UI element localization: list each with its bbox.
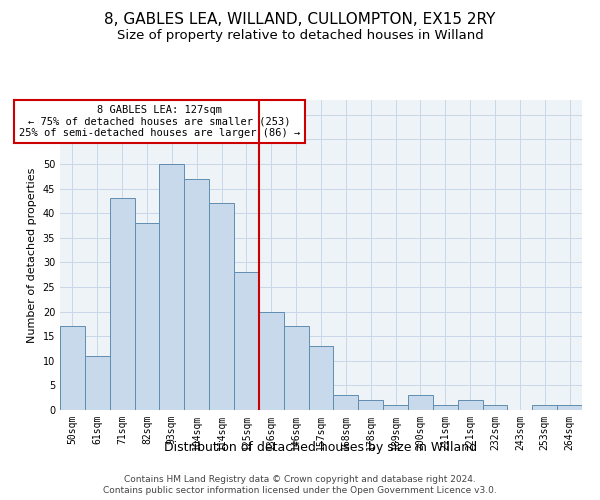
Bar — [110, 198, 134, 410]
Bar — [60, 326, 85, 410]
Text: Contains public sector information licensed under the Open Government Licence v3: Contains public sector information licen… — [103, 486, 497, 495]
Text: 8, GABLES LEA, WILLAND, CULLOMPTON, EX15 2RY: 8, GABLES LEA, WILLAND, CULLOMPTON, EX15… — [104, 12, 496, 28]
Text: Distribution of detached houses by size in Willand: Distribution of detached houses by size … — [164, 441, 478, 454]
Bar — [259, 312, 284, 410]
Bar — [334, 395, 358, 410]
Text: 8 GABLES LEA: 127sqm
← 75% of detached houses are smaller (253)
25% of semi-deta: 8 GABLES LEA: 127sqm ← 75% of detached h… — [19, 105, 300, 138]
Bar — [85, 356, 110, 410]
Text: Size of property relative to detached houses in Willand: Size of property relative to detached ho… — [116, 29, 484, 42]
Text: Contains HM Land Registry data © Crown copyright and database right 2024.: Contains HM Land Registry data © Crown c… — [124, 475, 476, 484]
Y-axis label: Number of detached properties: Number of detached properties — [27, 168, 37, 342]
Bar — [408, 395, 433, 410]
Bar — [284, 326, 308, 410]
Bar — [184, 178, 209, 410]
Bar — [532, 405, 557, 410]
Bar — [482, 405, 508, 410]
Bar — [557, 405, 582, 410]
Bar — [234, 272, 259, 410]
Bar — [209, 204, 234, 410]
Bar — [358, 400, 383, 410]
Bar — [134, 223, 160, 410]
Bar — [308, 346, 334, 410]
Bar — [433, 405, 458, 410]
Bar — [458, 400, 482, 410]
Bar — [383, 405, 408, 410]
Bar — [160, 164, 184, 410]
